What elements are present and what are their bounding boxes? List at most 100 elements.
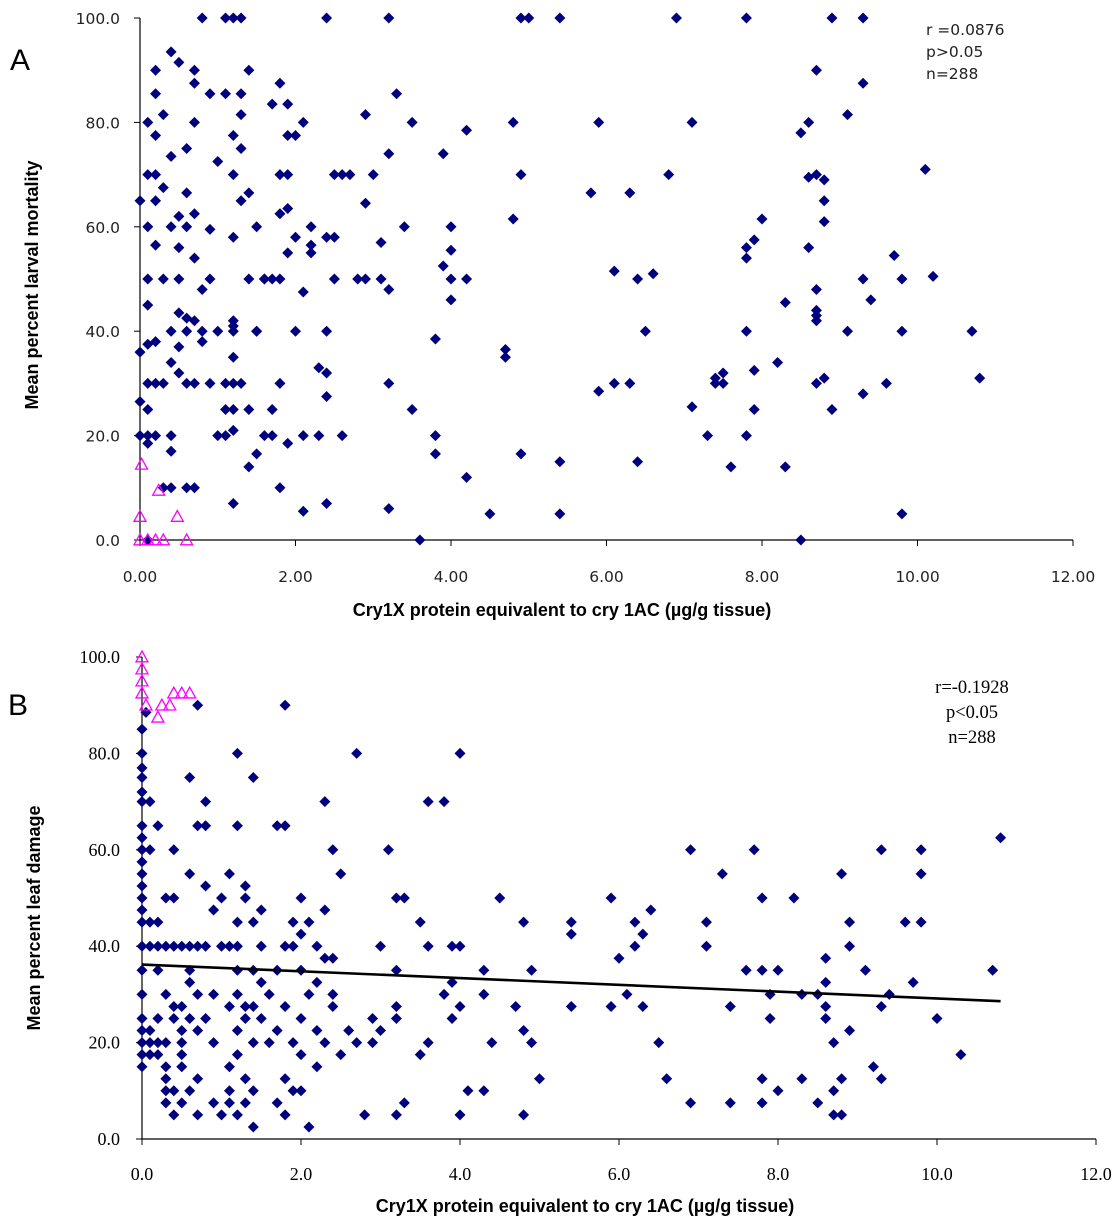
panel-a-diamond-point <box>227 377 239 389</box>
panel-b-letter: B <box>8 689 28 722</box>
panel-b-diamond-point <box>200 940 212 952</box>
panel-b-diamond-point <box>223 1097 235 1109</box>
panel-b-diamond-point <box>518 1109 530 1121</box>
panel-a-diamond-point <box>150 430 162 442</box>
panel-b-diamond-point <box>828 1109 840 1121</box>
panel-a-diamond-point <box>134 430 146 442</box>
panel-a-diamond-point <box>181 377 193 389</box>
panel-a-diamond-point <box>235 195 247 207</box>
panel-b-diamond-point <box>184 772 196 783</box>
panel-b-diamond-point <box>518 916 530 928</box>
panel-b-y-tick-label: 40.0 <box>89 936 121 956</box>
panel-a-diamond-point <box>188 315 200 327</box>
panel-a-diamond-point <box>927 270 939 282</box>
panel-a-diamond-point <box>880 377 892 389</box>
panel-a-diamond-point <box>383 283 395 295</box>
panel-b-diamond-point <box>756 1073 768 1085</box>
panel-a-diamond-point <box>290 231 301 243</box>
panel-b-diamond-point <box>136 856 148 868</box>
panel-a-diamond-point <box>157 482 169 494</box>
panel-a-diamond-point <box>181 482 193 494</box>
panel-b-diamond-point <box>756 892 768 904</box>
panel-b-diamond-point <box>136 832 148 844</box>
panel-b-diamond-point <box>160 988 172 1000</box>
panel-b-diamond-point <box>446 940 458 952</box>
panel-a-diamond-point <box>165 430 177 442</box>
panel-a-diamond-point <box>391 88 403 100</box>
panel-a-diamond-point <box>437 148 449 160</box>
panel-a-stat-n: n=288 <box>926 65 978 83</box>
panel-b-diamond-point <box>311 940 323 952</box>
panel-a-diamond-point <box>150 195 162 207</box>
panel-a-diamond-point <box>857 77 869 89</box>
panel-b-diamond-point <box>136 868 148 880</box>
panel-b-diamond-point <box>239 1097 251 1109</box>
panel-a-diamond-point <box>142 404 154 415</box>
panel-b-diamond-point <box>955 1049 967 1061</box>
panel-b-diamond-point <box>486 1037 498 1049</box>
panel-b-diamond-point <box>772 964 784 976</box>
panel-b-diamond-point <box>875 844 887 856</box>
panel-b-triangle-point <box>138 697 154 711</box>
panel-a-diamond-point <box>461 273 473 285</box>
panel-b-diamond-point <box>208 904 220 916</box>
panel-b-diamond-point <box>629 940 641 952</box>
panel-b-diamond-point <box>208 1097 220 1109</box>
panel-a-diamond-point <box>196 336 208 348</box>
panel-b-diamond-point <box>160 1061 172 1073</box>
panel-a-diamond-point <box>919 163 931 175</box>
panel-b-diamond-point <box>446 976 458 988</box>
panel-b-diamond-point <box>844 940 856 952</box>
panel-a-diamond-point <box>857 273 869 285</box>
panel-b-diamond-point <box>231 940 243 952</box>
panel-a-diamond-point <box>779 296 791 308</box>
panel-b-diamond-point <box>152 964 164 976</box>
panel-b-diamond-point <box>907 976 919 988</box>
panel-a-diamond-point <box>196 325 208 337</box>
panel-b-diamond-point <box>438 796 450 808</box>
panel-b-diamond-point <box>231 964 243 976</box>
panel-b-x-tick-label: 12.0 <box>1080 1164 1112 1184</box>
panel-b-diamond-point <box>247 1085 259 1097</box>
panel-b-diamond-point <box>168 1013 180 1024</box>
panel-b-diamond-point <box>327 844 339 856</box>
panel-b-triangle-point <box>150 709 166 723</box>
panel-a-diamond-point <box>282 247 294 259</box>
panel-a-diamond-point <box>305 247 317 259</box>
panel-b-diamond-point <box>184 1085 196 1097</box>
panel-a-diamond-point <box>896 273 908 285</box>
panel-b-diamond-point <box>812 1097 824 1109</box>
panel-a-diamond-point <box>810 315 822 327</box>
panel-a-letter: A <box>10 44 30 77</box>
panel-b-x-tick-label: 2.0 <box>290 1164 313 1184</box>
panel-b-x-tick-label: 0.0 <box>131 1164 154 1184</box>
panel-a-diamond-point <box>842 325 854 337</box>
panel-a-diamond-point <box>165 221 177 233</box>
panel-a-diamond-point <box>554 456 566 468</box>
panel-b-diamond-point <box>828 1037 840 1049</box>
panel-a-diamond-point <box>321 390 333 402</box>
panel-b-diamond-point <box>168 1085 180 1097</box>
panel-a-diamond-point <box>966 325 978 337</box>
panel-b-triangle-point <box>154 697 169 711</box>
panel-a-diamond-point <box>857 12 869 24</box>
panel-b-diamond-point <box>311 1061 323 1073</box>
panel-a-diamond-point <box>181 325 193 337</box>
panel-a-x-tick-label: 10.00 <box>895 568 939 586</box>
panel-a-diamond-point <box>227 351 239 363</box>
panel-b-x-tick-label: 6.0 <box>608 1164 631 1184</box>
panel-b-triangle-point <box>166 685 181 699</box>
panel-a-diamond-point <box>740 252 752 264</box>
panel-a-diamond-point <box>150 88 162 100</box>
panel-a-diamond-point <box>624 377 636 389</box>
panel-b-diamond-point <box>231 747 243 759</box>
panel-b-diamond-point <box>144 916 156 928</box>
panel-a-diamond-point <box>220 377 232 389</box>
panel-a-diamond-point <box>274 77 286 89</box>
panel-b-diamond-point <box>136 747 148 759</box>
panel-a-diamond-point <box>748 404 760 415</box>
panel-a-diamond-point <box>165 46 177 58</box>
panel-b-diamond-point <box>239 1000 251 1012</box>
panel-a-diamond-point <box>282 129 294 141</box>
panel-b-diamond-point <box>152 916 164 928</box>
